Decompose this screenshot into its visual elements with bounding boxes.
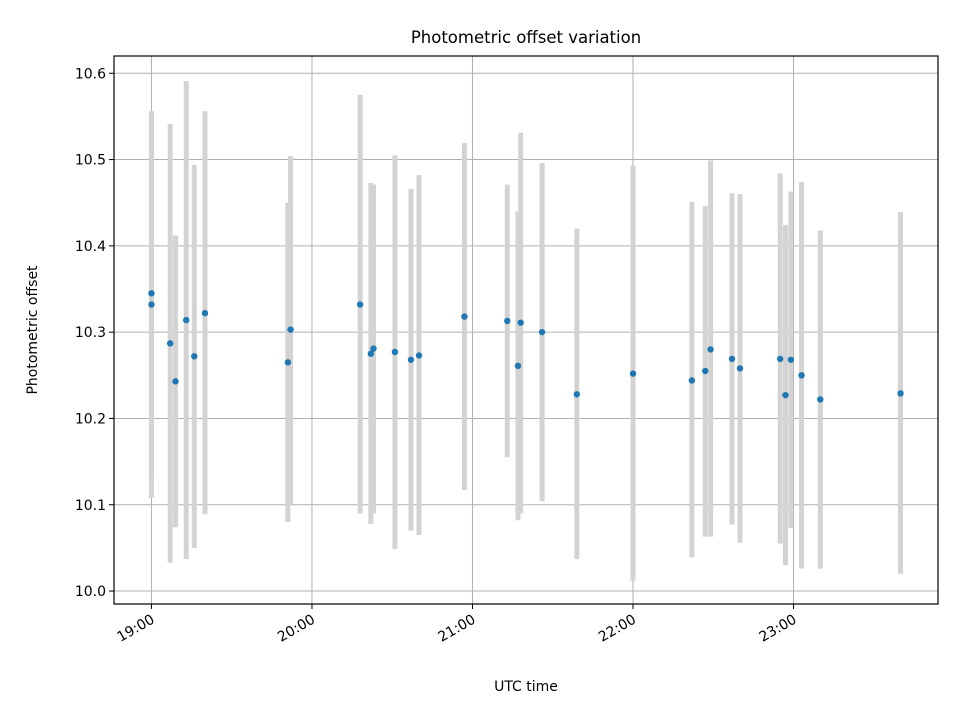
y-tick-label: 10.4 [75,239,106,255]
data-point [461,313,468,320]
data-point [514,362,522,370]
data-point [688,377,696,384]
data-point [370,345,377,352]
data-point [183,316,190,324]
data-point [629,370,637,377]
y-tick-label: 10.1 [75,498,106,514]
y-tick-label: 10.5 [75,153,106,169]
data-point [728,355,736,363]
data-point [798,372,805,379]
y-tick-label: 10.2 [75,411,106,427]
data-point [367,350,375,357]
chart-title: Photometric offset variation [411,28,641,47]
plot-area-frame [113,55,939,605]
data-point [776,355,784,363]
data-point [787,356,795,363]
data-point [415,352,423,359]
data-point [148,290,155,297]
data-point [736,365,744,372]
data-points [148,290,904,403]
x-axis-label: UTC time [494,679,558,695]
data-point [782,391,789,399]
data-point [817,396,824,403]
data-point [407,356,415,363]
data-point [284,359,292,366]
data-point [391,348,399,356]
data-point [166,340,174,347]
data-point [517,319,524,326]
data-point [191,353,198,360]
data-point [707,346,714,353]
data-point [897,390,904,397]
y-axis-ticks: 10.0 10.1 10.2 10.3 10.4 10.5 10.6 [75,66,114,600]
data-point [201,309,209,317]
y-tick-label: 10.6 [75,66,106,82]
data-point [172,378,179,385]
data-point [538,328,546,336]
data-point [148,301,155,308]
y-tick-label: 10.0 [75,584,106,600]
data-point [702,367,709,375]
y-axis-label: Photometric offset [25,265,41,395]
data-point [573,391,581,398]
data-point [356,301,364,308]
data-point [504,317,511,325]
data-point [287,326,294,333]
y-tick-label: 10.3 [75,325,106,341]
